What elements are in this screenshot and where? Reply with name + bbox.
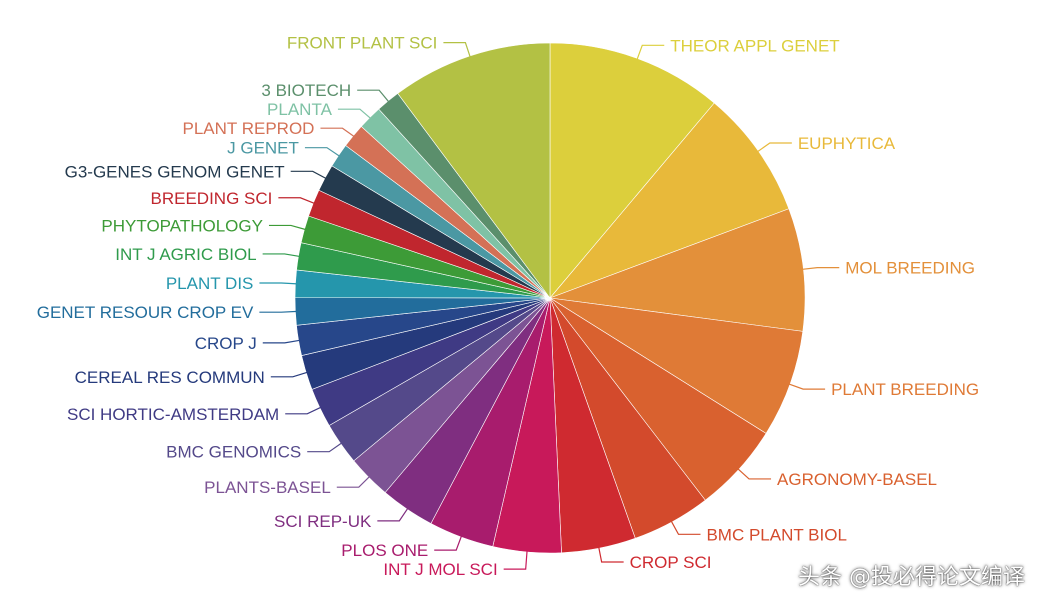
leader-line-plos-one (434, 534, 463, 551)
leader-line-3-biotech (357, 89, 390, 103)
leader-line-bmc-genomics (307, 442, 343, 453)
leader-line-sci-hortic-amsterdam (285, 406, 322, 415)
leader-line-mol-breeding (801, 267, 840, 271)
slice-label-int-j-agric-biol: INT J AGRIC BIOL (115, 245, 256, 264)
slice-label-plant-reprod: PLANT REPROD (183, 119, 315, 138)
leader-line-agronomy-basel (736, 467, 772, 480)
leader-line-plant-breeding (787, 383, 826, 390)
leader-line-bmc-plant-biol (670, 519, 701, 535)
slice-label-plant-breeding: PLANT BREEDING (831, 380, 979, 399)
slice-label-euphytica: EUPHYTICA (798, 134, 896, 153)
slice-label-theor-appl-genet: THEOR APPL GENET (670, 36, 839, 55)
leader-line-int-j-mol-sci (503, 549, 528, 570)
leader-line-breeding-sci (278, 197, 316, 205)
leader-line-euphytica (756, 142, 792, 153)
leader-line-phytopathology (268, 224, 307, 231)
slice-label-g3-genes-genom-genet: G3-GENES GENOM GENET (65, 162, 285, 181)
slice-label-plant-dis: PLANT DIS (166, 274, 254, 293)
slice-label-agronomy-basel: AGRONOMY-BASEL (777, 470, 937, 489)
leader-line-plant-reprod (320, 127, 356, 138)
leader-line-j-genet (304, 147, 341, 158)
slice-label-crop-j: CROP J (195, 334, 257, 353)
leader-line-g3-genes-genom-genet (290, 170, 328, 180)
slice-label-int-j-mol-sci: INT J MOL SCI (383, 560, 497, 579)
slice-label-crop-sci: CROP SCI (630, 553, 712, 572)
watermark: 头条 @投必得论文编译 (798, 565, 1025, 590)
slice-label-planta: PLANTA (267, 100, 333, 119)
slice-label-front-plant-sci: FRONT PLANT SCI (287, 34, 438, 53)
leader-line-genet-resour-crop-ev (259, 310, 298, 313)
leader-line-crop-sci (597, 546, 624, 563)
slice-label-3-biotech: 3 BIOTECH (261, 81, 351, 100)
slice-label-genet-resour-crop-ev: GENET RESOUR CROP EV (37, 303, 254, 322)
slice-label-bmc-genomics: BMC GENOMICS (166, 443, 301, 462)
slice-label-sci-hortic-amsterdam: SCI HORTIC-AMSTERDAM (67, 405, 279, 424)
slice-label-breeding-sci: BREEDING SCI (151, 189, 273, 208)
leader-line-int-j-agric-biol (262, 253, 301, 258)
slice-label-j-genet: J GENET (227, 139, 299, 158)
leader-line-plant-dis (259, 282, 298, 285)
leader-line-sci-rep-uk (377, 507, 409, 522)
slice-label-mol-breeding: MOL BREEDING (845, 259, 975, 278)
leader-line-theor-appl-genet (636, 44, 665, 61)
leader-line-crop-j (262, 339, 301, 344)
slice-label-bmc-plant-biol: BMC PLANT BIOL (706, 525, 846, 544)
slice-label-plos-one: PLOS ONE (341, 541, 428, 560)
leader-line-cereal-res-commun (270, 371, 309, 378)
slice-label-phytopathology: PHYTOPATHOLOGY (101, 216, 263, 235)
leader-line-front-plant-sci (443, 42, 472, 59)
slice-label-plants-basel: PLANTS-BASEL (204, 478, 331, 497)
slice-label-cereal-res-commun: CEREAL RES COMMUN (75, 368, 265, 387)
leader-line-planta (337, 108, 372, 120)
leader-line-plants-basel (336, 475, 371, 488)
slice-label-sci-rep-uk: SCI REP-UK (274, 512, 372, 531)
